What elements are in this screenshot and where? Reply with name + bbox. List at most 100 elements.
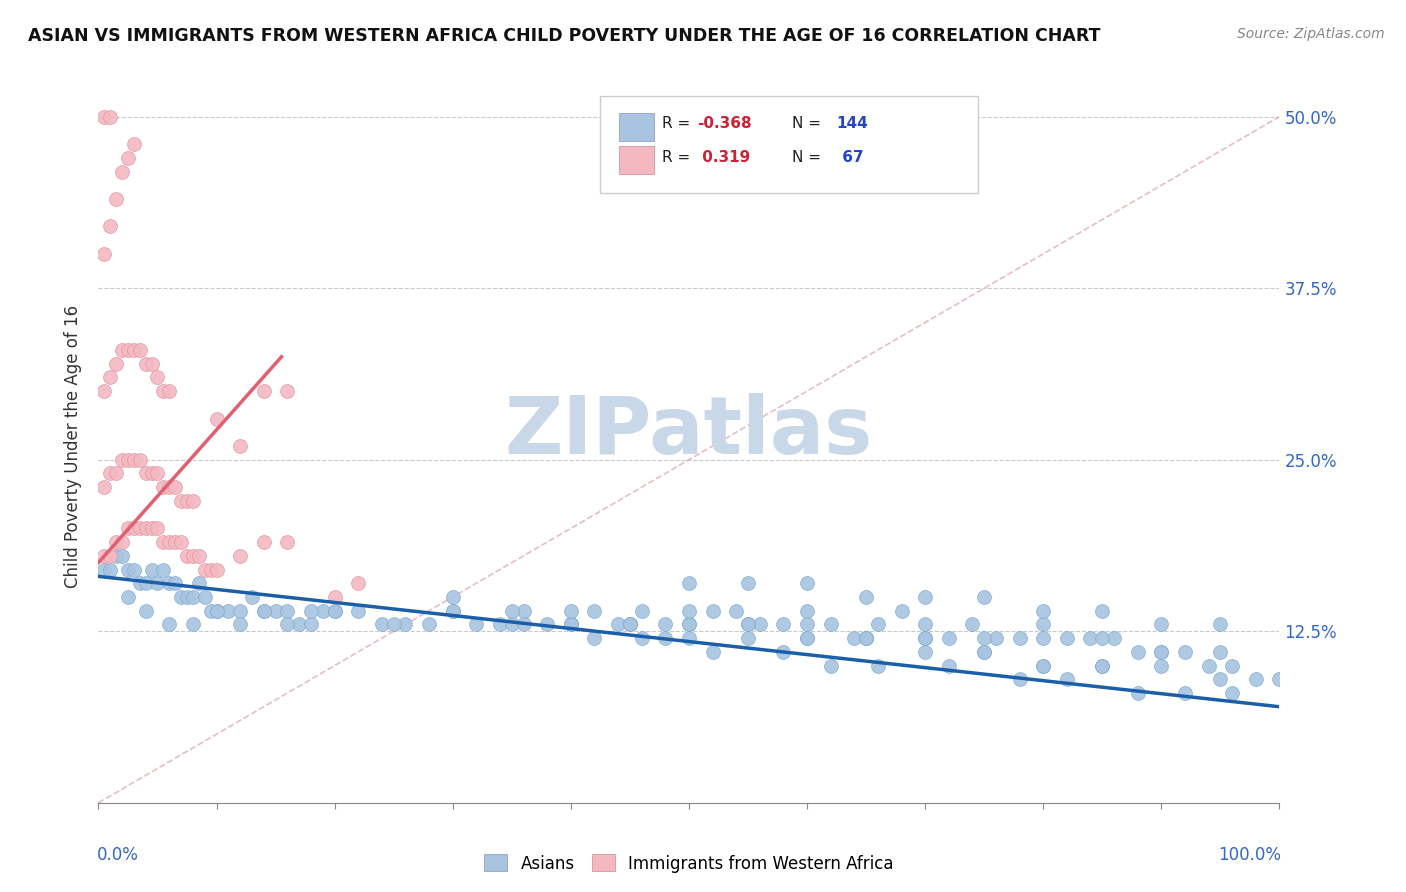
Point xyxy=(117,151,139,165)
Point xyxy=(98,467,121,481)
Point xyxy=(323,604,346,618)
Point xyxy=(176,590,198,604)
Point xyxy=(914,631,936,645)
Point xyxy=(1032,658,1054,673)
Point xyxy=(1126,686,1149,700)
Point xyxy=(394,617,416,632)
Point xyxy=(312,604,335,618)
Point xyxy=(890,604,912,618)
Point xyxy=(276,535,298,549)
Point xyxy=(855,590,877,604)
Point xyxy=(170,590,193,604)
Point xyxy=(630,631,652,645)
Point xyxy=(560,604,582,618)
Point xyxy=(205,604,228,618)
Point xyxy=(914,617,936,632)
Point xyxy=(176,549,198,563)
Point xyxy=(619,617,641,632)
Point xyxy=(200,562,222,576)
Point xyxy=(1032,604,1054,618)
Point xyxy=(1198,658,1220,673)
Point xyxy=(1150,645,1173,659)
Point xyxy=(1091,631,1114,645)
Point xyxy=(1209,645,1232,659)
Point xyxy=(512,617,534,632)
Point xyxy=(117,590,139,604)
Point xyxy=(105,467,128,481)
Point xyxy=(117,521,139,535)
Point xyxy=(866,617,889,632)
Point xyxy=(1126,645,1149,659)
Point xyxy=(855,631,877,645)
Point xyxy=(152,480,174,494)
Point xyxy=(229,617,252,632)
Point xyxy=(157,384,180,398)
Text: N =: N = xyxy=(792,150,825,165)
Point xyxy=(229,439,252,453)
Point xyxy=(157,576,180,591)
Point xyxy=(630,604,652,618)
Point xyxy=(796,631,818,645)
Point xyxy=(170,494,193,508)
Point xyxy=(748,617,770,632)
Point xyxy=(141,562,163,576)
Point xyxy=(1056,673,1078,687)
Point xyxy=(152,562,174,576)
Point xyxy=(678,576,700,591)
Point xyxy=(93,247,115,261)
Point xyxy=(146,467,169,481)
Point xyxy=(619,617,641,632)
Point xyxy=(938,658,960,673)
Point xyxy=(141,467,163,481)
Point xyxy=(111,535,134,549)
Point xyxy=(962,617,984,632)
Point xyxy=(122,562,145,576)
Point xyxy=(737,617,759,632)
FancyBboxPatch shape xyxy=(619,146,654,174)
Point xyxy=(1150,617,1173,632)
Text: 100.0%: 100.0% xyxy=(1218,846,1281,863)
Point xyxy=(98,549,121,563)
Text: ASIAN VS IMMIGRANTS FROM WESTERN AFRICA CHILD POVERTY UNDER THE AGE OF 16 CORREL: ASIAN VS IMMIGRANTS FROM WESTERN AFRICA … xyxy=(28,27,1101,45)
Point xyxy=(181,617,204,632)
Text: ZIPatlas: ZIPatlas xyxy=(505,392,873,471)
Point xyxy=(512,604,534,618)
Point xyxy=(165,480,187,494)
Point xyxy=(382,617,405,632)
Point xyxy=(93,384,115,398)
Point xyxy=(796,604,818,618)
Point xyxy=(93,562,115,576)
Point xyxy=(465,617,488,632)
Point xyxy=(146,370,169,384)
Point xyxy=(181,494,204,508)
Point xyxy=(146,576,169,591)
Point xyxy=(938,631,960,645)
Point xyxy=(1220,658,1243,673)
Point xyxy=(122,343,145,357)
Point xyxy=(984,631,1007,645)
Point xyxy=(678,617,700,632)
Point xyxy=(583,604,606,618)
Point xyxy=(1174,686,1197,700)
Point xyxy=(796,576,818,591)
Point xyxy=(135,357,157,371)
Point xyxy=(914,645,936,659)
Text: 0.319: 0.319 xyxy=(697,150,751,165)
Point xyxy=(128,452,150,467)
Point xyxy=(200,604,222,618)
Point xyxy=(1220,686,1243,700)
Point xyxy=(796,631,818,645)
Point xyxy=(725,604,748,618)
Point xyxy=(141,521,163,535)
Point xyxy=(1032,658,1054,673)
Point xyxy=(1244,673,1267,687)
Point xyxy=(276,384,298,398)
Text: 0.0%: 0.0% xyxy=(97,846,139,863)
Point xyxy=(654,617,676,632)
Point xyxy=(135,467,157,481)
Point xyxy=(418,617,440,632)
Point xyxy=(1091,658,1114,673)
Point xyxy=(844,631,866,645)
Point xyxy=(135,604,157,618)
Point xyxy=(855,631,877,645)
